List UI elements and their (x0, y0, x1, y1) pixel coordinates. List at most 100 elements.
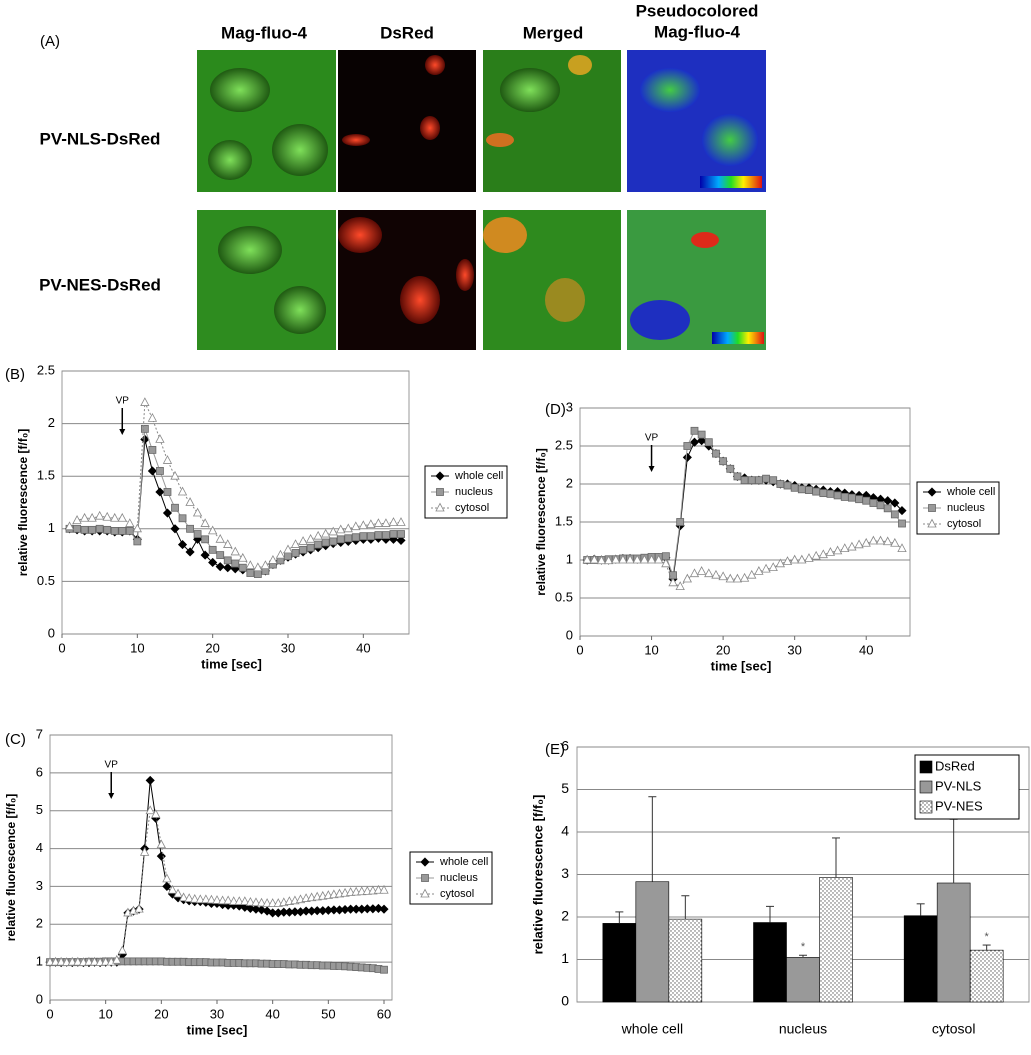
y-tick-label: 6 (36, 764, 43, 779)
marker (697, 436, 707, 446)
column-header: Merged (523, 23, 583, 42)
marker (818, 549, 828, 559)
marker (212, 895, 222, 904)
x-tick-label: 30 (210, 1006, 224, 1021)
marker (262, 898, 272, 907)
y-tick-label: 2.5 (37, 362, 55, 377)
marker (343, 523, 353, 533)
marker (45, 956, 55, 966)
marker (762, 474, 770, 483)
marker (379, 884, 389, 894)
marker (374, 531, 383, 540)
marker (683, 442, 692, 450)
marker (804, 553, 814, 562)
arrow-head (648, 466, 655, 472)
row-label: PV-NES-DsRed (39, 275, 161, 294)
marker (251, 904, 261, 914)
marker (156, 467, 164, 475)
marker (50, 956, 61, 966)
panel-label: (B) (5, 366, 25, 383)
marker (805, 486, 813, 494)
marker (883, 536, 893, 546)
panel-label: (A) (40, 33, 60, 50)
marker (861, 537, 871, 547)
legend-swatch (919, 760, 933, 774)
marker (156, 839, 166, 849)
marker (382, 531, 390, 540)
marker (268, 555, 278, 564)
marker (132, 523, 142, 533)
marker (134, 903, 144, 913)
marker (100, 956, 111, 966)
y-tick-label: 1 (36, 954, 43, 969)
legend-label: DsRed (935, 758, 975, 773)
marker (675, 581, 685, 590)
marker (267, 898, 278, 907)
legend-marker (435, 502, 445, 512)
marker (73, 524, 81, 533)
arrow-head (119, 429, 126, 435)
legend-marker (928, 504, 936, 512)
marker (761, 563, 771, 573)
marker (110, 527, 119, 535)
x-tick-label: 30 (281, 640, 295, 655)
marker (223, 556, 232, 565)
marker (147, 412, 158, 422)
legend-marker (420, 857, 430, 867)
x-tick-label: 10 (130, 640, 144, 655)
marker (632, 554, 642, 564)
marker (625, 554, 635, 564)
marker (177, 540, 188, 550)
marker (840, 543, 850, 552)
marker (725, 573, 735, 583)
marker (171, 503, 179, 512)
marker (719, 457, 728, 466)
marker (117, 512, 127, 522)
marker (328, 526, 338, 536)
marker (163, 488, 172, 496)
plot-frame (61, 370, 410, 635)
y-tick-label: 2 (48, 415, 55, 430)
marker (618, 554, 628, 564)
marker (139, 847, 150, 856)
marker (177, 486, 188, 496)
marker (238, 552, 248, 562)
y-tick-label: 0 (48, 625, 55, 640)
marker (351, 521, 361, 531)
marker (215, 562, 225, 572)
marker (754, 566, 764, 575)
legend-label: PV-NES (935, 798, 983, 813)
marker (711, 569, 721, 579)
y-axis-title: relative fluorescence [f/f₀] (534, 448, 548, 595)
marker (84, 956, 94, 966)
marker (811, 550, 821, 560)
marker (216, 551, 225, 559)
legend-marker (927, 518, 937, 528)
marker (754, 476, 763, 485)
marker (833, 491, 842, 500)
marker (747, 569, 757, 579)
marker (351, 533, 360, 542)
marker (381, 518, 391, 527)
marker (313, 530, 323, 540)
y-tick-label: 2.5 (555, 437, 573, 452)
marker (639, 554, 650, 564)
marker (229, 896, 239, 905)
legend-label: cytosol (440, 888, 474, 900)
marker (329, 537, 338, 546)
marker (848, 493, 856, 502)
marker (366, 519, 376, 528)
marker (145, 805, 155, 815)
series-line (587, 430, 903, 576)
marker (840, 493, 849, 501)
marker (178, 892, 189, 902)
marker (782, 556, 793, 565)
marker (373, 903, 383, 913)
marker (589, 554, 599, 564)
marker (582, 554, 592, 564)
marker (676, 518, 685, 526)
marker (245, 560, 255, 570)
bar (819, 877, 853, 1003)
marker (897, 506, 907, 516)
marker (195, 894, 205, 904)
